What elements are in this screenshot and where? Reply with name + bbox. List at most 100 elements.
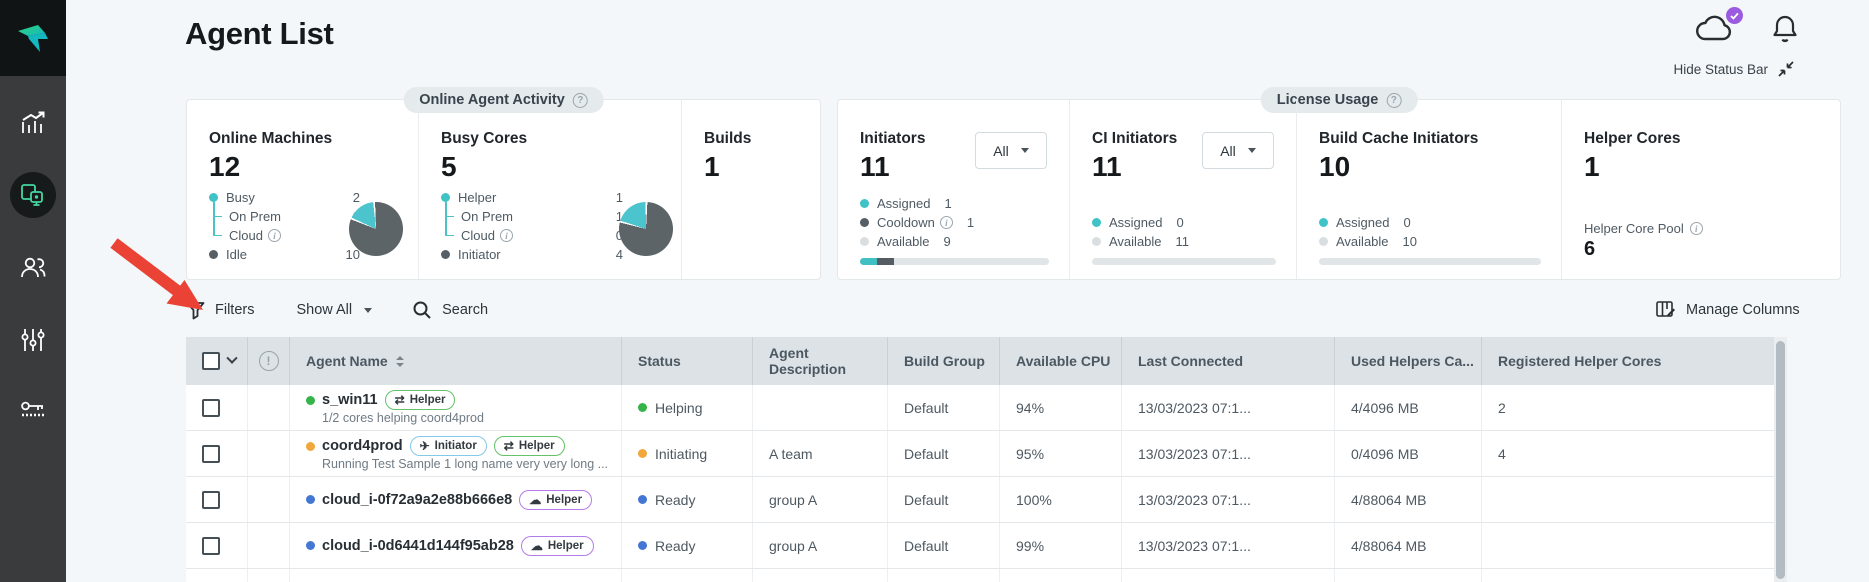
row-checkbox[interactable]: [202, 536, 220, 555]
build-group-cell: Default: [888, 385, 1000, 430]
select-all-checkbox[interactable]: [202, 352, 220, 370]
legend-value: 10: [345, 247, 360, 262]
helper-core-pool-value: 6: [1584, 238, 1596, 260]
hide-status-bar-button[interactable]: Hide Status Bar: [1673, 60, 1795, 78]
collapse-icon: [1778, 61, 1794, 77]
brand-logo-icon: [18, 25, 48, 52]
manage-columns-button[interactable]: Manage Columns: [1656, 295, 1800, 325]
info-icon[interactable]: i: [499, 229, 513, 242]
legend-label-text: Cooldown: [877, 215, 935, 230]
helper-core-pool-label: Helper Core Pool i: [1584, 221, 1820, 236]
scrollbar-thumb[interactable]: [1776, 341, 1785, 579]
show-all-dropdown[interactable]: Show All: [296, 302, 373, 318]
filters-button[interactable]: Filters: [186, 301, 254, 320]
users-icon: [21, 257, 46, 278]
info-icon[interactable]: i: [1689, 222, 1703, 235]
legend-label-text: Busy: [226, 190, 255, 205]
status-cell: Ready: [622, 477, 753, 522]
cloud-icon: [1696, 15, 1732, 41]
header-status[interactable]: Status: [622, 337, 753, 385]
legend-dot-icon: [860, 237, 869, 246]
help-icon[interactable]: ?: [572, 92, 588, 108]
row-checkbox[interactable]: [202, 490, 220, 509]
agent-name: coord4prod: [322, 438, 403, 454]
sidebar-item-agents[interactable]: [10, 172, 56, 218]
search-button[interactable]: Search: [412, 300, 488, 320]
row-checkbox[interactable]: [202, 398, 220, 417]
initiators-filter-dropdown[interactable]: All: [975, 132, 1047, 169]
agent-name-cell: s_win11 ⇄ Helper 1/2 cores helping coord4pr…: [290, 385, 622, 430]
registered-cores-cell: [1482, 477, 1774, 522]
available-cpu-cell: 95%: [1000, 431, 1122, 476]
last-connected-cell: 13/03/2023 07:1...: [1122, 431, 1335, 476]
info-icon[interactable]: i: [939, 216, 953, 229]
build-group-cell: Default: [888, 431, 1000, 476]
cloud-status-button[interactable]: [1695, 7, 1743, 50]
legend-dot-icon: [441, 193, 450, 202]
header-select-all: [186, 337, 248, 385]
hide-status-bar-label: Hide Status Bar: [1673, 61, 1768, 77]
notifications-button[interactable]: [1771, 13, 1799, 50]
legend-value: 9: [943, 234, 951, 249]
agent-status-dot-icon: [306, 441, 315, 451]
registered-cores-cell: 2: [1498, 399, 1506, 416]
legend-label: On Prem: [461, 209, 513, 224]
row-select-cell: [186, 477, 248, 522]
ci-initiators-title: CI Initiators: [1092, 130, 1178, 147]
badge-label: Helper: [546, 493, 583, 506]
header-build-group[interactable]: Build Group: [888, 337, 1000, 385]
legend-value: 1: [615, 209, 623, 224]
builds-value: 1: [704, 151, 720, 182]
legend-label: Available: [1109, 234, 1162, 249]
agent-status-dot-icon: [306, 541, 315, 550]
legend-item-on-prem: On Prem 1: [445, 207, 681, 226]
swap-icon: ⇄: [503, 439, 514, 453]
info-icon[interactable]: i: [267, 229, 281, 242]
legend-item-available: Available 10: [1319, 232, 1541, 251]
header-agent-name[interactable]: Agent Name: [290, 337, 622, 385]
rocket-icon: ✈: [419, 439, 430, 453]
header-available-cpu[interactable]: Available CPU: [1000, 337, 1122, 385]
status-dot-icon: [638, 403, 647, 412]
app-logo[interactable]: [0, 0, 66, 76]
header-last-connected[interactable]: Last Connected: [1122, 337, 1335, 385]
legend-label: Available: [877, 234, 930, 249]
sidebar: [0, 0, 66, 582]
agent-name: cloud_i-0f72a9a2e88b666e8: [322, 491, 513, 508]
legend-item-helper: Helper 1: [441, 188, 681, 207]
legend-value: 1: [615, 190, 623, 205]
legend-label: Cooldown i: [877, 215, 953, 230]
ci-initiators-legend: Assigned 0 Available 11: [1092, 213, 1276, 251]
ci-initiators-card: CI Initiators 11 All Assigned 0 Available 1…: [1069, 100, 1296, 279]
header-registered-helper-cores[interactable]: Registered Helper Cores: [1498, 353, 1662, 369]
last-connected-cell: 13/03/2023 07:1...: [1122, 523, 1335, 568]
sort-icon[interactable]: [395, 355, 404, 367]
legend-value: 4: [615, 247, 623, 262]
legend-item-assigned: Assigned 1: [860, 194, 1049, 213]
legend-label-text: Assigned: [1109, 215, 1163, 230]
used-helpers-cell: 0/4096 MB: [1335, 431, 1482, 476]
sidebar-item-dashboard[interactable]: [0, 100, 66, 146]
sidebar-item-license[interactable]: [0, 388, 66, 434]
table-body: s_win11 ⇄ Helper 1/2 cores helping coord4pr…: [186, 385, 1774, 569]
pool-label-text: Helper Core Pool: [1584, 221, 1684, 236]
legend-label: On Prem: [229, 209, 281, 224]
help-icon[interactable]: ?: [1386, 92, 1402, 108]
helper-cores-value: 1: [1584, 151, 1600, 182]
available-cpu-cell: 99%: [1000, 523, 1122, 568]
agent-status-dot-icon: [306, 395, 315, 405]
agent-name-cell: cloud_i-0d6441d144f95ab28 ☁ Helper: [290, 523, 622, 568]
chevron-down-icon[interactable]: [226, 352, 238, 364]
ci-initiators-filter-dropdown[interactable]: All: [1202, 132, 1274, 169]
legend-value: 0: [1403, 215, 1411, 230]
sidebar-item-settings[interactable]: [0, 317, 66, 363]
legend-value: 1: [944, 196, 952, 211]
table-scrollbar[interactable]: [1774, 337, 1787, 582]
header-used-helpers[interactable]: Used Helpers Ca...: [1335, 337, 1482, 385]
build-cache-value: 10: [1319, 151, 1351, 182]
header-agent-description[interactable]: Agent Description: [753, 337, 888, 385]
row-checkbox[interactable]: [202, 444, 220, 463]
sidebar-item-users[interactable]: [0, 245, 66, 291]
agent-name: cloud_i-0d6441d144f95ab28: [322, 537, 514, 554]
